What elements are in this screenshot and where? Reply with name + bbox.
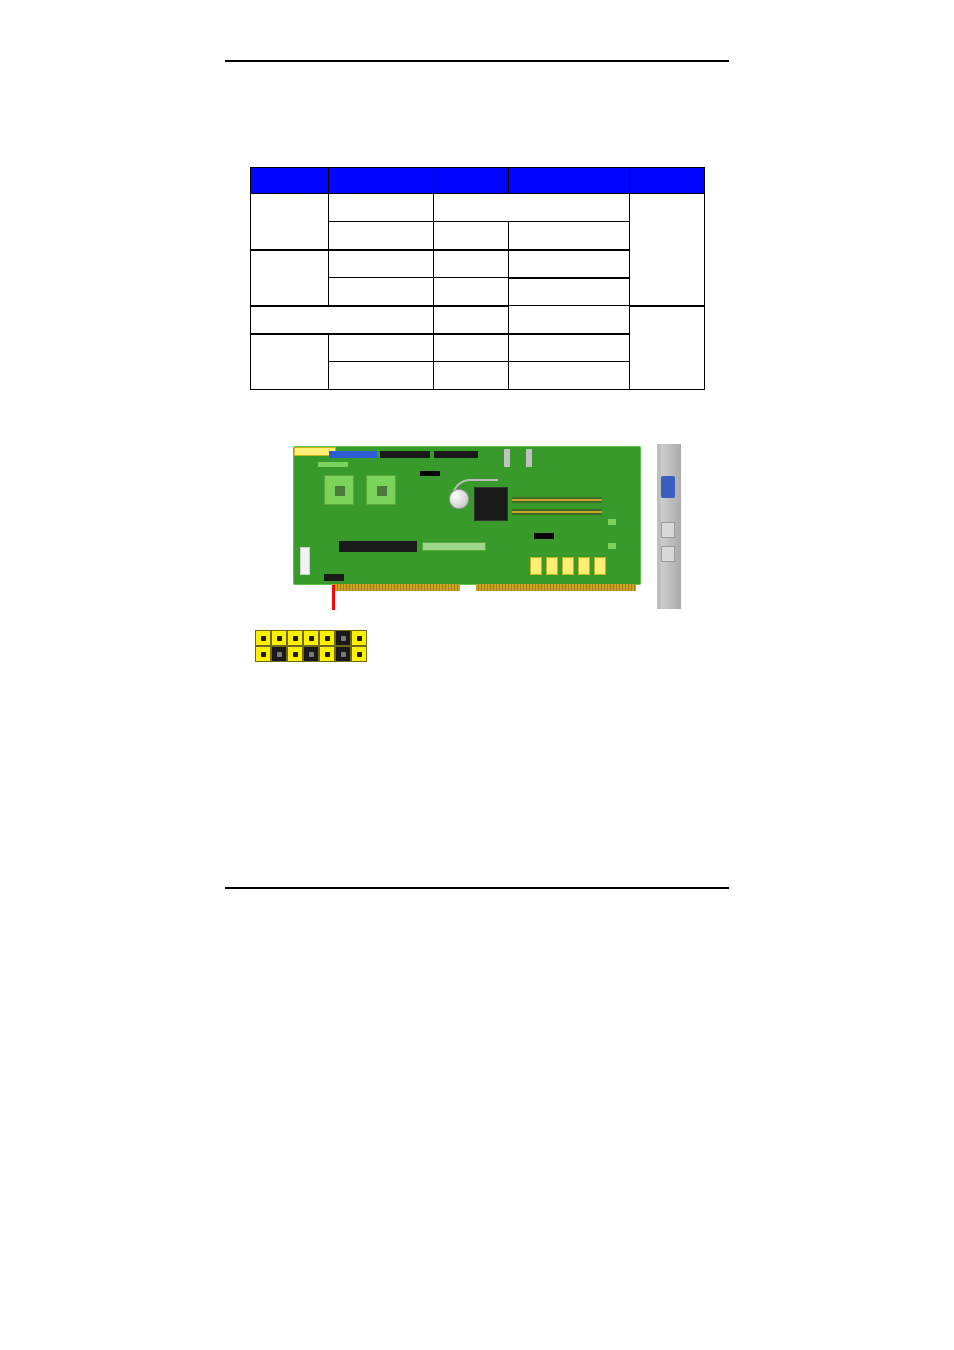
col-header-3 [434, 168, 509, 194]
expansion-slot-icon [339, 541, 417, 552]
chipset-icon [474, 487, 508, 521]
metal-standoff-icon [526, 449, 532, 467]
cell [329, 250, 434, 278]
yellow-header-icon [546, 557, 558, 575]
board-diagram [293, 446, 661, 585]
cell [434, 222, 509, 250]
cell [508, 362, 629, 390]
cell [508, 222, 629, 250]
yellow-header-icon [562, 557, 574, 575]
pin-icon [335, 630, 351, 646]
cell [250, 334, 329, 390]
cell [250, 306, 434, 334]
battery-icon [449, 489, 469, 509]
pin-icon [351, 630, 367, 646]
cell [329, 362, 434, 390]
pin-icon [287, 646, 303, 662]
bottom-rule [225, 887, 729, 889]
black-header-icon [434, 451, 478, 458]
pin-icon [303, 630, 319, 646]
col-header-1 [250, 168, 329, 194]
led-icon [608, 543, 616, 549]
yellow-header-icon [578, 557, 590, 575]
cell [508, 334, 629, 362]
table-header-row [250, 168, 704, 194]
cell [329, 334, 434, 362]
callout-line-icon [332, 585, 335, 610]
cell [508, 306, 629, 334]
col-header-4 [508, 168, 629, 194]
cell [250, 250, 329, 306]
cell [250, 194, 329, 250]
top-rule [225, 60, 729, 62]
pin-icon [271, 630, 287, 646]
cell [508, 250, 629, 278]
metal-standoff-icon [504, 449, 510, 467]
cell [629, 194, 704, 306]
cell [434, 362, 509, 390]
pcb-board [293, 446, 641, 585]
ethernet-port-icon [661, 522, 675, 538]
dimm-slot-icon [512, 509, 602, 515]
ethernet-port-icon [661, 546, 675, 562]
spec-table [250, 167, 705, 390]
content-area [225, 167, 729, 662]
yellow-headers-group [530, 557, 606, 575]
gold-fingers-icon [332, 584, 460, 591]
cell [629, 306, 704, 390]
pin-icon [351, 646, 367, 662]
pin-icon [319, 630, 335, 646]
cell [434, 334, 509, 362]
pin-icon [287, 630, 303, 646]
cell [434, 250, 509, 278]
led-icon [608, 519, 616, 525]
pin-icon [335, 646, 351, 662]
cell [434, 278, 509, 306]
blue-header-icon [329, 451, 377, 458]
pin-header-diagram [255, 630, 367, 662]
col-header-2 [329, 168, 434, 194]
vga-port-icon [661, 476, 675, 498]
power-connector-icon [300, 547, 310, 575]
cell [434, 306, 509, 334]
document-page [0, 0, 954, 1350]
chip-icon [366, 475, 396, 505]
expansion-slot-icon [422, 542, 486, 551]
dimm-slot-icon [512, 497, 602, 503]
cell [329, 222, 434, 250]
table-row [250, 306, 704, 334]
col-header-5 [629, 168, 704, 194]
table-body [250, 194, 704, 390]
yellow-header-icon [530, 557, 542, 575]
pin-icon [271, 646, 287, 662]
pin-icon [303, 646, 319, 662]
small-ic-icon [420, 471, 440, 476]
cell [508, 278, 629, 306]
yellow-header-icon [594, 557, 606, 575]
small-connector-icon [318, 462, 348, 467]
small-ic-icon [534, 533, 554, 539]
chip-icon [324, 475, 354, 505]
pin-icon [319, 646, 335, 662]
cell [434, 194, 630, 222]
pin-icon [255, 630, 271, 646]
pin-icon [255, 646, 271, 662]
cell [329, 278, 434, 306]
gold-fingers-icon [476, 584, 636, 591]
black-header-icon [380, 451, 430, 458]
cell [329, 194, 434, 222]
table-row [250, 194, 704, 222]
jumper-block-icon [324, 574, 344, 581]
